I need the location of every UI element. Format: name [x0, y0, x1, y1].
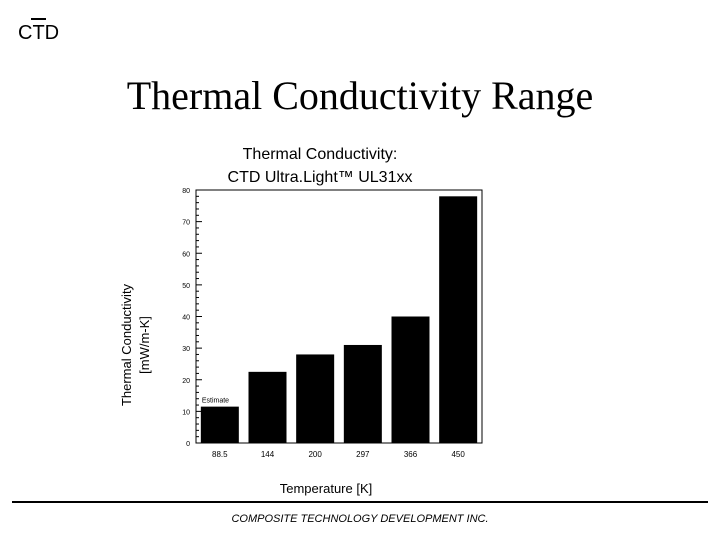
- x-tick-label: 297: [356, 450, 370, 459]
- y-tick-label: 40: [182, 315, 190, 322]
- y-tick-label: 10: [182, 409, 190, 416]
- y-tick-label: 0: [186, 441, 190, 448]
- ctd-logo: CTD: [18, 18, 60, 45]
- footer-divider: [12, 501, 708, 503]
- thermal-conductivity-chart: Thermal Conductivity: CTD Ultra.Light™ U…: [119, 146, 483, 496]
- y-tick-label: 20: [182, 378, 190, 385]
- plot-layer: 0 10 20 30 40 50 60 70 80 88.5 144 200 297 366 450 Esti…: [182, 188, 478, 459]
- y-tick-label: 60: [182, 251, 190, 258]
- y-axis-label-line2: [mW/m-K]: [137, 316, 152, 374]
- estimate-annotation: Estimate: [202, 398, 229, 405]
- y-tick-label: 70: [182, 220, 190, 227]
- x-tick-label: 144: [261, 450, 275, 459]
- y-tick-label: 50: [182, 283, 190, 290]
- bar: [200, 406, 239, 443]
- chart-title-line1: Thermal Conductivity:: [243, 146, 398, 163]
- logo-letter-d: D: [44, 22, 60, 44]
- x-axis-label: Temperature [K]: [280, 481, 373, 496]
- bar: [343, 344, 382, 443]
- y-axis-label-line1: Thermal Conductivity: [119, 283, 134, 406]
- bar: [439, 196, 478, 443]
- y-tick-label: 30: [182, 346, 190, 353]
- bar: [296, 354, 335, 443]
- chart-title-line2: CTD Ultra.Light™ UL31xx: [228, 169, 413, 186]
- slide-title: Thermal Conductivity Range: [126, 73, 594, 118]
- x-tick-label: 200: [308, 450, 322, 459]
- footer-company-name: COMPOSITE TECHNOLOGY DEVELOPMENT INC.: [231, 513, 489, 525]
- logo-letter-c: C: [18, 22, 33, 44]
- bar: [391, 316, 430, 443]
- bar: [248, 371, 287, 443]
- x-tick-label: 88.5: [212, 450, 228, 459]
- x-tick-label: 366: [404, 450, 418, 459]
- x-tick-label: 450: [451, 450, 465, 459]
- plot-frame: [195, 189, 483, 444]
- logo-letter-t: T: [31, 18, 46, 44]
- y-tick-label: 80: [182, 188, 190, 195]
